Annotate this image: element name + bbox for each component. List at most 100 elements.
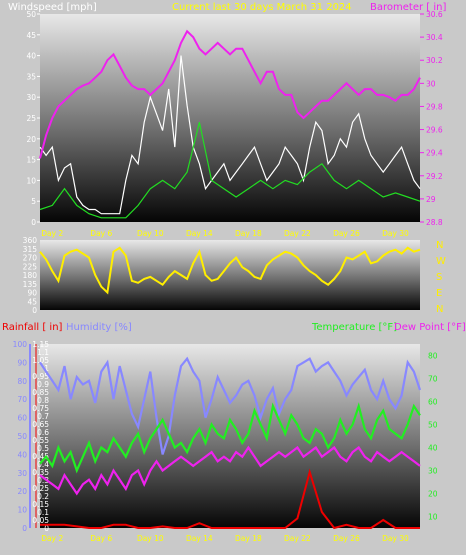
rainfall-tick-label: 0.15 <box>32 500 49 509</box>
x-tick-label: Day 30 <box>382 229 409 238</box>
barometer-tick-label: 29 <box>426 195 436 204</box>
compass-label: S <box>436 272 442 283</box>
rainfall-tick-label: 0.25 <box>32 484 49 493</box>
dew-point-line <box>39 445 421 496</box>
humidity-tick-label: 90 <box>17 358 27 367</box>
rainfall-axis-label: Rainfall [ in] <box>2 322 63 333</box>
barometer-tick-label: 30.6 <box>426 10 443 19</box>
humidity-tick-label: 70 <box>17 395 27 404</box>
direction-tick-label: 0 <box>32 306 37 315</box>
rainfall-tick-label: 0.7 <box>37 412 49 421</box>
barometer-tick-label: 30.4 <box>426 33 443 42</box>
rainfall-tick-label: 0.75 <box>32 404 49 413</box>
rainfall-tick-label: 0.4 <box>37 460 49 469</box>
wind-axis-label: Windspeed [mph] <box>8 2 97 13</box>
humidity-tick-label: 10 <box>17 506 27 515</box>
barometer-tick-label: 30 <box>426 79 436 88</box>
x-tick-label: Day 30 <box>382 534 409 543</box>
compass-label: E <box>436 288 442 299</box>
humidity-line <box>39 356 422 455</box>
x-tick-label: Day 10 <box>137 534 164 543</box>
chart-title: Current last 30 days March 31 2024 <box>172 2 352 13</box>
temperature-tick-label: 10 <box>428 513 438 522</box>
temperature-line <box>39 402 421 474</box>
rainfall-tick-label: 0.6 <box>37 428 49 437</box>
wind-tick-label: 40 <box>26 52 36 61</box>
wind-panel-background <box>40 14 420 222</box>
wind-tick-label: 20 <box>26 135 36 144</box>
rainfall-tick-label: 0.35 <box>32 468 49 477</box>
x-tick-label: Day 10 <box>137 229 164 238</box>
compass-label: N <box>436 304 443 315</box>
x-tick-label: Day 18 <box>235 534 262 543</box>
rainfall-tick-label: 0.45 <box>32 452 49 461</box>
x-tick-label: Day 14 <box>186 229 213 238</box>
barometer-tick-label: 30.2 <box>426 56 443 65</box>
temperature-axis-label: Temperature [°F] <box>311 322 397 333</box>
humidity-tick-label: 80 <box>17 377 27 386</box>
direction-tick-label: 225 <box>23 262 38 271</box>
rainfall-tick-label: 0.65 <box>32 420 49 429</box>
wind-tick-label: 50 <box>26 10 36 19</box>
barometer-tick-label: 29.2 <box>426 172 443 181</box>
x-tick-label: Day 18 <box>235 229 262 238</box>
rainfall-tick-label: 1.05 <box>32 356 49 365</box>
rainfall-tick-label: 1.1 <box>37 348 49 357</box>
barometer-tick-label: 29.4 <box>426 149 443 158</box>
rainfall-tick-label: 0.9 <box>37 380 49 389</box>
dewpoint-axis-label: Dew Point [°F] <box>394 322 466 333</box>
direction-tick-label: 360 <box>23 236 38 245</box>
humidity-tick-label: 0 <box>22 524 27 533</box>
rainfall-tick-label: 0.1 <box>37 508 49 517</box>
rainfall-tick-label: 0 <box>44 524 49 533</box>
x-tick-label: Day 14 <box>186 534 213 543</box>
rainfall-tick-label: 0.5 <box>37 444 49 453</box>
compass-label: W <box>436 256 446 267</box>
wind-tick-label: 30 <box>26 93 36 102</box>
x-tick-label: Day 6 <box>90 229 112 238</box>
rainfall-tick-label: 0.8 <box>37 396 49 405</box>
x-tick-label: Day 6 <box>90 534 112 543</box>
humidity-tick-label: 30 <box>17 469 27 478</box>
direction-tick-label: 90 <box>27 289 37 298</box>
temperature-tick-label: 80 <box>428 352 438 361</box>
direction-tick-label: 135 <box>23 280 38 289</box>
wind-tick-label: 5 <box>31 197 36 206</box>
humidity-tick-label: 50 <box>17 432 27 441</box>
temperature-tick-label: 50 <box>428 421 438 430</box>
barometer-tick-label: 28.8 <box>426 218 443 227</box>
barometer-axis-label: Barometer [ in] <box>370 2 446 13</box>
rainfall-tick-label: 0.55 <box>32 436 49 445</box>
x-tick-label: Day 26 <box>333 534 360 543</box>
rainfall-line <box>40 468 420 530</box>
barometer-tick-label: 29.8 <box>426 102 443 111</box>
temperature-tick-label: 20 <box>428 490 438 499</box>
wind-tick-label: 45 <box>26 31 36 40</box>
wind-tick-label: 10 <box>26 176 36 185</box>
barometer-line <box>39 29 421 159</box>
rainfall-tick-label: 0.95 <box>32 372 49 381</box>
temperature-tick-label: 30 <box>428 467 438 476</box>
temperature-tick-label: 40 <box>428 444 438 453</box>
rainfall-tick-label: 1 <box>44 364 49 373</box>
x-tick-label: Day 22 <box>284 229 311 238</box>
humidity-tick-label: 60 <box>17 414 27 423</box>
humidity-tick-label: 20 <box>17 487 27 496</box>
rainfall-tick-label: 0.3 <box>37 476 49 485</box>
rainfall-tick-label: 0.2 <box>37 492 49 501</box>
direction-tick-label: 270 <box>23 254 38 263</box>
x-tick-label: Day 2 <box>41 534 63 543</box>
direction-tick-label: 45 <box>27 297 37 306</box>
humidity-axis-label: Humidity [%] <box>66 322 132 333</box>
direction-tick-label: 315 <box>23 245 38 254</box>
wind-direction-line <box>39 246 421 295</box>
gust-line <box>39 122 421 219</box>
temperature-tick-label: 60 <box>428 398 438 407</box>
rainfall-tick-label: 0.05 <box>32 516 49 525</box>
temperature-tick-label: 70 <box>428 375 438 384</box>
barometer-tick-label: 29.6 <box>426 126 443 135</box>
compass-label: N <box>436 240 443 251</box>
wind-tick-label: 15 <box>26 156 36 165</box>
wind-tick-label: 35 <box>26 72 36 81</box>
